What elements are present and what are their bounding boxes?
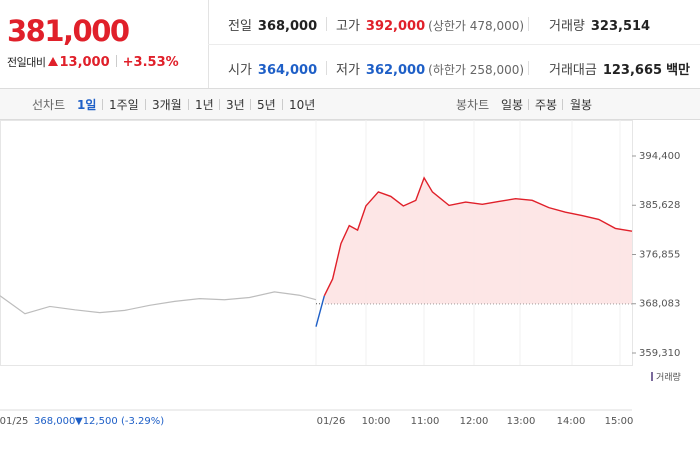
divider bbox=[326, 17, 327, 31]
up-triangle-icon bbox=[48, 57, 59, 66]
open-label: 시가 bbox=[228, 63, 252, 78]
volume-bars: 거래량 bbox=[0, 371, 681, 411]
footer-change: ▼12,500 bbox=[75, 416, 118, 427]
divider bbox=[102, 99, 103, 110]
prev-close-stat: 전일 368,000 bbox=[228, 15, 317, 34]
divider bbox=[250, 99, 251, 110]
divider bbox=[326, 61, 327, 75]
x-tick-label: 10:00 bbox=[362, 416, 391, 427]
x-tick-label: 11:00 bbox=[411, 416, 440, 427]
footer-close: 368,000 bbox=[34, 416, 75, 427]
high-value: 392,000 bbox=[365, 19, 426, 34]
x-tick-label: 01/25 bbox=[0, 416, 28, 427]
amount-unit: 백만 bbox=[666, 63, 690, 78]
chart-period-tabs: 선차트 1일 1주일 3개월 1년 3년 5년 10년 봉차트 일봉 주봉 월봉 bbox=[0, 89, 700, 120]
tab-3-months[interactable]: 3개월 bbox=[152, 98, 182, 112]
low-value: 362,000 bbox=[365, 63, 426, 78]
x-tick-label: 15:00 bbox=[605, 416, 634, 427]
footer-change-percent: (-3.29%) bbox=[121, 416, 164, 427]
y-tick-label: 385,628 bbox=[639, 200, 680, 211]
change-label: 전일대비 bbox=[7, 56, 46, 69]
volume-value: 323,514 bbox=[590, 19, 651, 34]
tab-3-years[interactable]: 3년 bbox=[226, 98, 245, 112]
high-label: 고가 bbox=[336, 19, 360, 34]
x-tick-label: 13:00 bbox=[507, 416, 536, 427]
amount-stat: 거래대금 123,665 백만 bbox=[549, 59, 690, 78]
price-change: 전일대비 13,000 +3.53% bbox=[7, 54, 179, 70]
volume-legend-swatch bbox=[651, 372, 653, 381]
stats-divider bbox=[208, 44, 700, 45]
previous-day-line bbox=[0, 291, 317, 315]
x-tick-label: 14:00 bbox=[557, 416, 586, 427]
tab-1-week[interactable]: 1주일 bbox=[109, 98, 139, 112]
tab-monthly-candle[interactable]: 월봉 bbox=[570, 98, 593, 112]
opening-line bbox=[315, 295, 325, 327]
tab-1-day[interactable]: 1일 bbox=[77, 98, 97, 112]
divider bbox=[188, 99, 189, 110]
candle-chart-title: 봉차트 bbox=[456, 98, 490, 112]
divider bbox=[562, 99, 563, 110]
price-lines bbox=[0, 176, 633, 327]
tab-1-year[interactable]: 1년 bbox=[195, 98, 214, 112]
volume-stat: 거래량 323,514 bbox=[549, 15, 650, 34]
tab-5-years[interactable]: 5년 bbox=[257, 98, 276, 112]
divider bbox=[528, 61, 529, 75]
divider bbox=[282, 99, 283, 110]
amount-value: 123,665 bbox=[602, 63, 663, 78]
divider bbox=[145, 99, 146, 110]
volume-legend: 거래량 bbox=[656, 371, 681, 383]
gain-area bbox=[324, 177, 632, 304]
lower-limit: (하한가 258,000) bbox=[428, 63, 525, 77]
chart-grid bbox=[0, 120, 633, 366]
divider bbox=[528, 99, 529, 110]
price-box: 381,000 전일대비 13,000 +3.53% bbox=[0, 0, 209, 88]
current-price: 381,000 bbox=[7, 14, 130, 48]
line-chart-title: 선차트 bbox=[32, 98, 66, 112]
y-tick-label: 394,400 bbox=[639, 151, 680, 162]
prev-close-value: 368,000 bbox=[257, 19, 318, 34]
chart-footer: 368,000 ▼12,500 (-3.29%) bbox=[34, 416, 164, 427]
y-tick-label: 376,855 bbox=[639, 250, 680, 261]
open-value: 364,000 bbox=[257, 63, 318, 78]
y-tick-label: 368,083 bbox=[639, 299, 680, 310]
tab-daily-candle[interactable]: 일봉 bbox=[501, 98, 524, 112]
change-value: 13,000 bbox=[59, 55, 110, 70]
prev-close-label: 전일 bbox=[228, 19, 252, 34]
y-axis: 394,400 385,628 376,855 368,083 359,310 bbox=[632, 151, 680, 359]
divider bbox=[528, 17, 529, 31]
amount-label: 거래대금 bbox=[549, 63, 597, 78]
divider bbox=[115, 55, 117, 67]
x-tick-label: 01/26 bbox=[317, 416, 346, 427]
current-day-line bbox=[323, 176, 633, 297]
divider bbox=[219, 99, 220, 110]
x-tick-label: 12:00 bbox=[460, 416, 489, 427]
x-axis: 01/25 01/26 10:00 11:00 12:00 13:00 14:00 15:00 bbox=[0, 416, 633, 427]
low-label: 저가 bbox=[336, 63, 360, 78]
volume-label: 거래량 bbox=[549, 19, 585, 34]
quote-summary: 381,000 전일대비 13,000 +3.53% bbox=[0, 0, 700, 89]
tab-weekly-candle[interactable]: 주봉 bbox=[535, 98, 558, 112]
change-percent: +3.53% bbox=[122, 55, 179, 70]
open-stat: 시가 364,000 bbox=[228, 59, 317, 78]
high-stat: 고가 392,000 (상한가 478,000) bbox=[336, 15, 524, 34]
y-tick-label: 359,310 bbox=[639, 348, 680, 359]
upper-limit: (상한가 478,000) bbox=[428, 19, 525, 33]
price-area bbox=[324, 177, 632, 304]
tab-10-years[interactable]: 10년 bbox=[289, 98, 316, 112]
low-stat: 저가 362,000 (하한가 258,000) bbox=[336, 59, 524, 78]
